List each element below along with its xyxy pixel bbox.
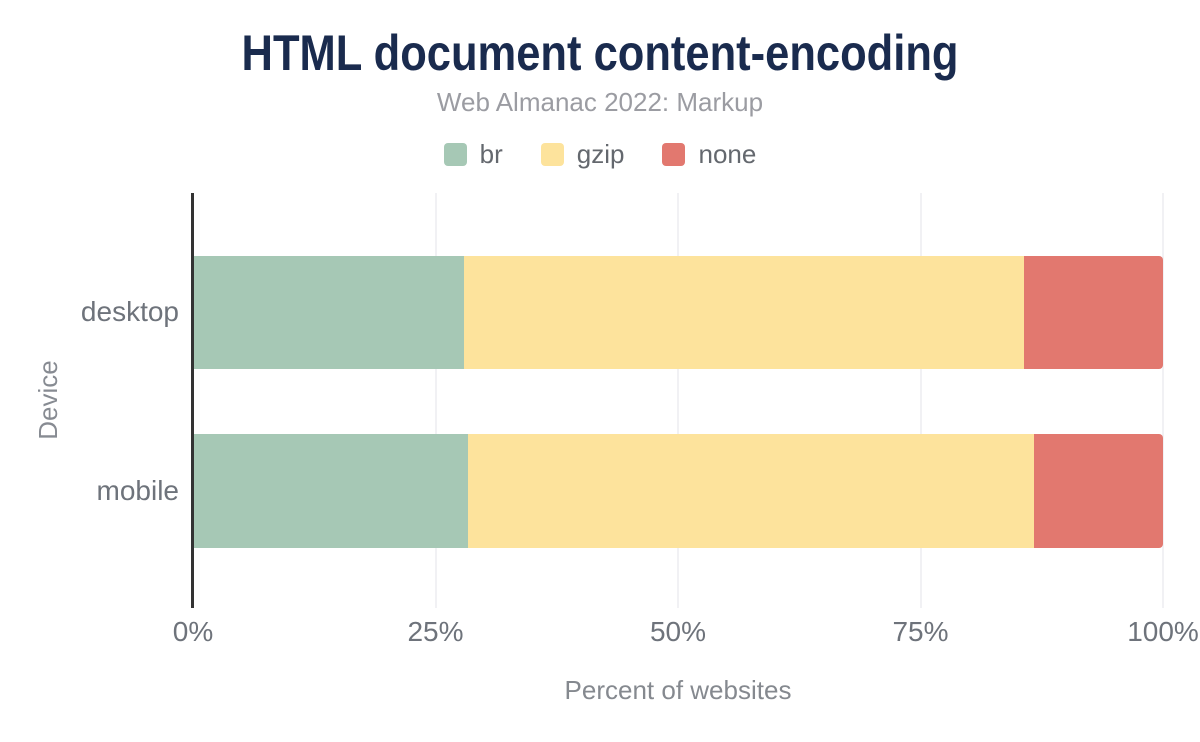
chart-title-row: HTML document content-encoding (0, 28, 1200, 78)
y-label-desktop: desktop (80, 296, 179, 327)
chart-subtitle: Web Almanac 2022: Markup (436, 87, 764, 117)
legend-item-none: none (662, 141, 756, 167)
legend-swatch-none (662, 142, 686, 166)
legend-item-gzip: gzip (540, 139, 625, 169)
y-axis-title: Device (33, 360, 63, 440)
x-tick-label-0%: 0% (172, 616, 214, 647)
bar-segment-desktop-none (1024, 256, 1163, 369)
bar-segment-mobile-gzip (467, 434, 1034, 548)
x-tick-label-75%: 75% (892, 616, 949, 647)
gridline-25% (434, 193, 437, 608)
x-axis-title: Percent of websites (564, 675, 792, 705)
gridline-50% (677, 193, 679, 608)
x-tick-label-100%: 100% (1127, 616, 1199, 647)
bar-segment-desktop-br (193, 256, 464, 369)
legend-label: none (698, 139, 757, 169)
legend-swatch-gzip (540, 142, 564, 166)
bar-desktop (193, 256, 1163, 369)
bar-segment-desktop-gzip (463, 256, 1025, 369)
chart-title: HTML document content-encoding (241, 25, 959, 81)
y-axis-line (191, 193, 194, 608)
x-tick-label-25%: 25% (407, 616, 464, 647)
plot-area (191, 193, 1164, 608)
legend-item-br: br (443, 139, 503, 169)
bar-mobile (193, 434, 1163, 548)
bar-segment-mobile-br (193, 434, 468, 548)
bar-segment-mobile-none (1033, 434, 1163, 548)
gridline-100% (1162, 193, 1164, 608)
legend-swatch-br (443, 142, 467, 166)
legend: br gzip none (0, 141, 1200, 167)
gridline-75% (919, 193, 922, 608)
legend-label: gzip (576, 139, 625, 169)
y-label-mobile: mobile (96, 475, 179, 506)
x-tick-label-50%: 50% (649, 616, 707, 647)
legend-label: br (479, 139, 503, 169)
